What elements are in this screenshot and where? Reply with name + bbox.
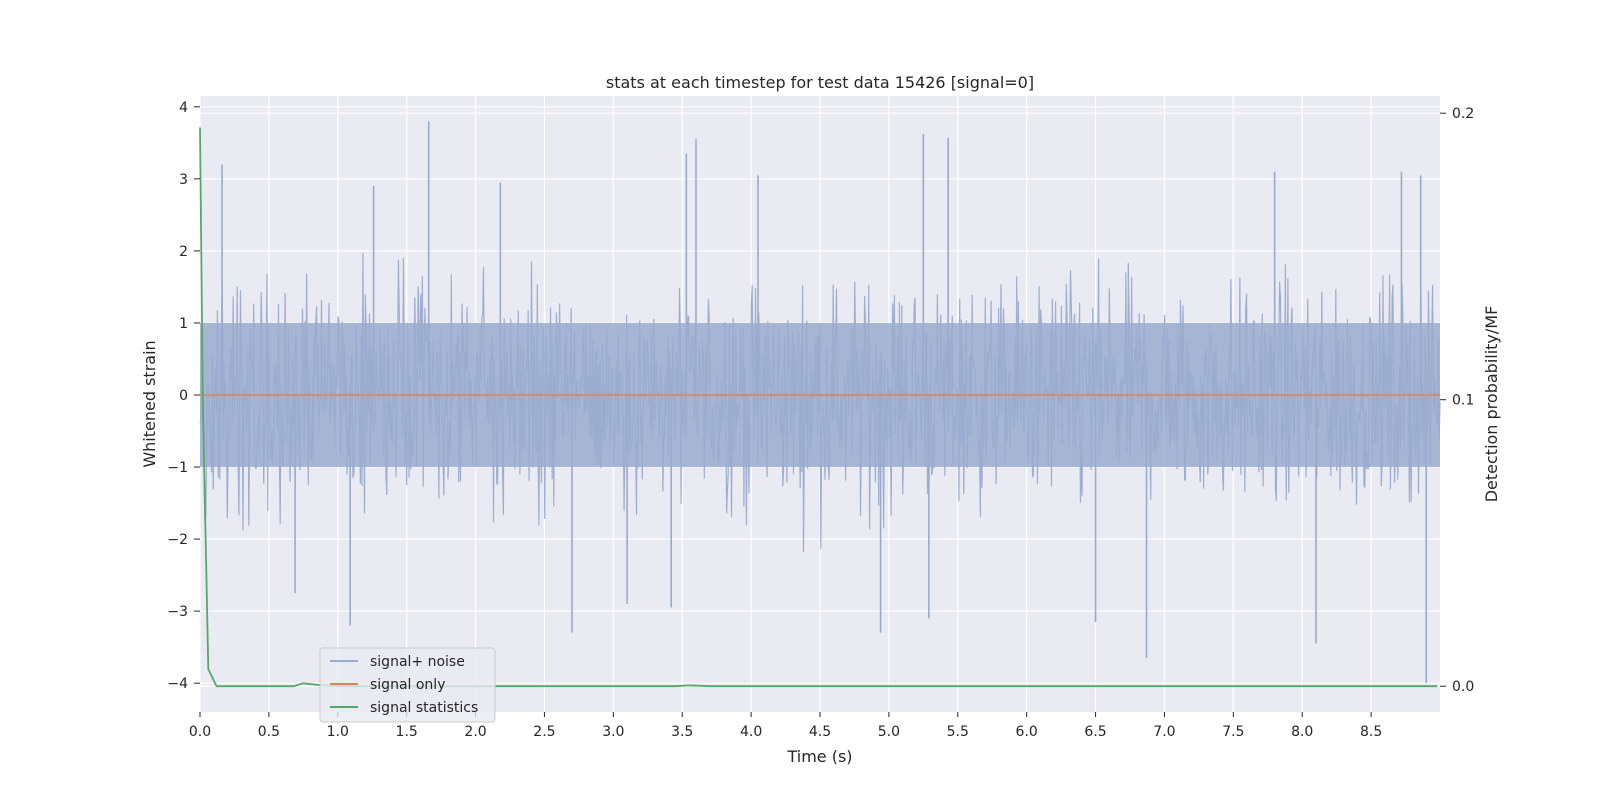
- x-tick-label: 8.5: [1360, 724, 1382, 740]
- axis-layer: 0.0 0.5 1.0 1.5 2.0 2.5 3.0 3.5 4.0 4.5 5.0 5.5 6.0 6…: [167, 100, 1474, 740]
- x-tick-label: 1.0: [327, 724, 349, 740]
- x-axis-label: Time (s): [786, 747, 852, 766]
- x-tick-label: 3.5: [671, 724, 693, 740]
- legend: signal+ noise signal only signal statist…: [319, 647, 496, 723]
- x-tick-label: 6.0: [1016, 724, 1038, 740]
- y-tick-label: 2: [179, 244, 188, 260]
- chart-title: stats at each timestep for test data 154…: [606, 73, 1034, 92]
- y-tick-label: −1: [167, 460, 188, 476]
- y2-tick-label: 0.0: [1452, 679, 1474, 695]
- x-tick-label: 7.5: [1222, 724, 1244, 740]
- x-tick-label: 0.0: [189, 724, 211, 740]
- y2-tick-label: 0.2: [1452, 106, 1474, 122]
- x-tick-label: 4.0: [740, 724, 762, 740]
- legend-label-signal-statistics: signal statistics: [370, 700, 478, 716]
- y-tick-label: −4: [167, 676, 188, 692]
- y-tick-label: 1: [179, 316, 188, 332]
- y-tick-label: 0: [179, 388, 188, 404]
- x-tick-label: 3.0: [602, 724, 624, 740]
- y2-axis-label: Detection probability/MF: [1482, 306, 1501, 503]
- x-tick-label: 8.0: [1291, 724, 1313, 740]
- x-tick-label: 2.5: [533, 724, 555, 740]
- x-tick-label: 6.5: [1084, 724, 1106, 740]
- x-tick-label: 1.5: [396, 724, 418, 740]
- legend-label-signal-only: signal only: [370, 677, 445, 693]
- y-tick-label: −2: [167, 532, 188, 548]
- y-tick-label: −3: [167, 604, 188, 620]
- x-tick-label: 2.0: [464, 724, 486, 740]
- y-tick-label: 3: [179, 172, 188, 188]
- x-tick-label: 5.5: [947, 724, 969, 740]
- legend-box: [319, 647, 496, 723]
- y-tick-label: 4: [179, 100, 188, 116]
- x-tick-label: 7.0: [1153, 724, 1175, 740]
- x-tick-label: 0.5: [258, 724, 280, 740]
- legend-label-signal-noise: signal+ noise: [370, 654, 465, 670]
- x-tick-label: 4.5: [809, 724, 831, 740]
- x-tick-label: 5.0: [878, 724, 900, 740]
- y2-tick-label: 0.1: [1452, 393, 1474, 409]
- y-axis-label: Whitened strain: [140, 340, 159, 467]
- plot-area: [199, 121, 1441, 688]
